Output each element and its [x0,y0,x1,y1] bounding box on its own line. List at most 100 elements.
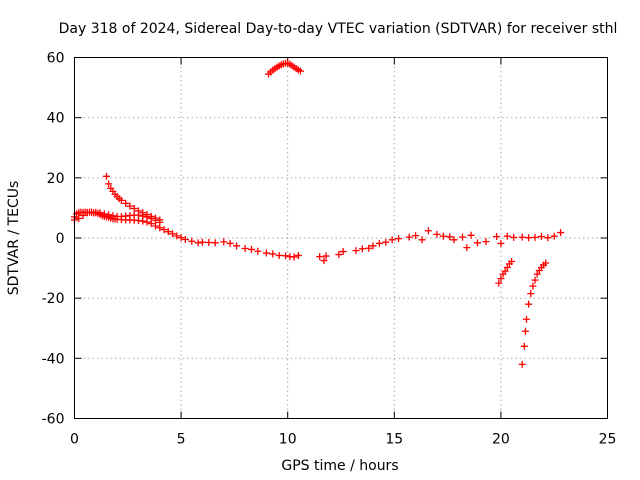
data-point [412,232,420,240]
data-point [226,239,234,247]
data-point [164,228,172,236]
data-point [241,245,249,253]
series-rising-arc-start [102,172,164,224]
data-point [418,236,426,244]
data-point [139,209,147,217]
series-main-band [71,208,302,261]
x-tick-label: 20 [492,432,510,448]
data-point [450,236,458,244]
data-point [275,251,283,259]
data-point [322,252,330,260]
data-point [205,239,213,247]
data-point [352,247,360,255]
data-point [493,232,501,240]
data-point [497,239,505,247]
data-point [495,279,503,287]
data-point [522,315,530,323]
data-point [147,212,155,220]
y-tick-labels: -60 -40 -20 0 20 40 60 [42,51,65,428]
data-point [537,232,545,240]
data-point [100,210,108,218]
data-point [156,216,164,224]
data-point [105,180,113,188]
data-point [533,270,541,278]
data-point [335,251,343,259]
x-tick-label: 25 [599,432,617,448]
data-point [467,231,475,239]
data-point [527,290,535,298]
data-point [382,238,390,246]
data-point [446,233,454,241]
data-point [503,263,511,271]
data-point [130,205,138,213]
series-dip-arc-20h [495,257,516,287]
series-gap-segments [316,227,565,265]
data-point [482,238,490,246]
data-point [339,248,347,256]
data-point [75,214,83,222]
data-point [433,230,441,238]
data-point [126,202,134,210]
data-point [177,234,185,242]
x-tick-label: 0 [70,432,79,448]
plot-frame [74,57,608,419]
y-tick-label: 0 [56,231,65,247]
data-point [463,244,471,252]
data-point [508,257,516,265]
data-point [424,227,432,235]
data-point [388,236,396,244]
data-point [544,234,552,242]
data-point [542,259,550,267]
y-tick-label: -40 [42,351,65,367]
data-point [290,253,298,261]
data-point [134,207,142,215]
y-tick-label: 60 [47,51,65,67]
x-tick-label: 5 [177,432,186,448]
x-tick-label: 10 [279,432,297,448]
data-point [520,342,528,350]
data-point [269,250,277,258]
data-point [160,226,168,234]
data-point [521,327,529,335]
data-point [102,172,110,180]
y-tick-label: -60 [42,412,65,428]
data-point [198,238,206,246]
data-point [96,209,104,217]
data-point [247,245,255,253]
data-point [365,244,373,252]
data-point [152,214,160,222]
data-point [211,239,219,247]
data-point [117,196,125,204]
data-point [405,233,413,241]
data-point [525,300,533,308]
data-points [71,59,565,368]
data-point [531,276,539,284]
data-point [169,230,177,238]
data-point [122,199,130,207]
data-point [473,239,481,247]
data-point [282,252,290,260]
data-point [320,257,328,265]
data-point [233,242,241,250]
data-point [316,253,324,261]
data-point [296,67,304,75]
data-point [497,275,505,283]
y-tick-label: 40 [47,111,65,127]
data-point [518,360,526,368]
data-point [369,242,377,250]
data-point [518,233,526,241]
data-point [358,245,366,253]
data-point [557,229,565,237]
series-dip-arc-21h [518,259,550,368]
series-peak-arc [265,59,304,78]
data-point [79,211,87,219]
data-point [143,211,151,219]
data-point [105,211,113,219]
data-point [173,232,181,240]
data-point [510,233,518,241]
chart-title: Day 318 of 2024, Sidereal Day-to-day VTE… [59,21,618,37]
data-point [254,247,262,255]
y-axis-label: SDTVAR / TECUs [6,181,22,296]
data-point [550,232,558,240]
